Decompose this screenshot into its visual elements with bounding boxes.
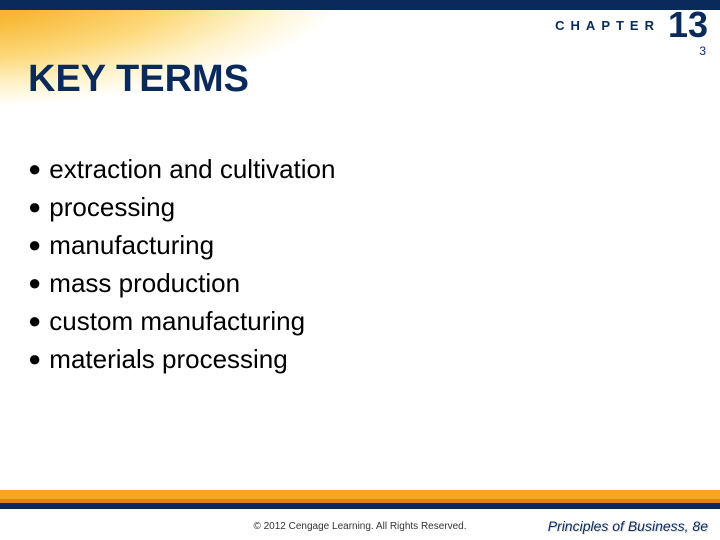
- term-text: custom manufacturing: [49, 302, 305, 340]
- terms-list: ● extraction and cultivation ● processin…: [28, 150, 335, 378]
- stripe-orange-light: [0, 490, 720, 499]
- page-title: KEY TERMS: [28, 58, 249, 101]
- bullet-icon: ●: [28, 310, 41, 332]
- bottom-stripes: [0, 490, 720, 510]
- list-item: ● manufacturing: [28, 226, 335, 264]
- bullet-icon: ●: [28, 234, 41, 256]
- bullet-icon: ●: [28, 196, 41, 218]
- slide: CHAPTER 13 3 KEY TERMS ● extraction and …: [0, 0, 720, 540]
- list-item: ● materials processing: [28, 340, 335, 378]
- chapter-number: 13: [668, 4, 708, 46]
- term-text: processing: [49, 188, 175, 226]
- list-item: ● mass production: [28, 264, 335, 302]
- bullet-icon: ●: [28, 272, 41, 294]
- term-text: mass production: [49, 264, 240, 302]
- page-number: 3: [699, 44, 706, 58]
- term-text: extraction and cultivation: [49, 150, 335, 188]
- header: CHAPTER 13 3: [0, 0, 720, 60]
- term-text: materials processing: [49, 340, 287, 378]
- bullet-icon: ●: [28, 348, 41, 370]
- book-title: Principles of Business, 8e: [548, 518, 708, 534]
- term-text: manufacturing: [49, 226, 214, 264]
- list-item: ● processing: [28, 188, 335, 226]
- copyright-text: © 2012 Cengage Learning. All Rights Rese…: [253, 521, 466, 532]
- bullet-icon: ●: [28, 158, 41, 180]
- list-item: ● extraction and cultivation: [28, 150, 335, 188]
- list-item: ● custom manufacturing: [28, 302, 335, 340]
- footer: © 2012 Cengage Learning. All Rights Rese…: [0, 514, 720, 534]
- stripe-navy: [0, 503, 720, 509]
- chapter-label: CHAPTER: [555, 18, 660, 33]
